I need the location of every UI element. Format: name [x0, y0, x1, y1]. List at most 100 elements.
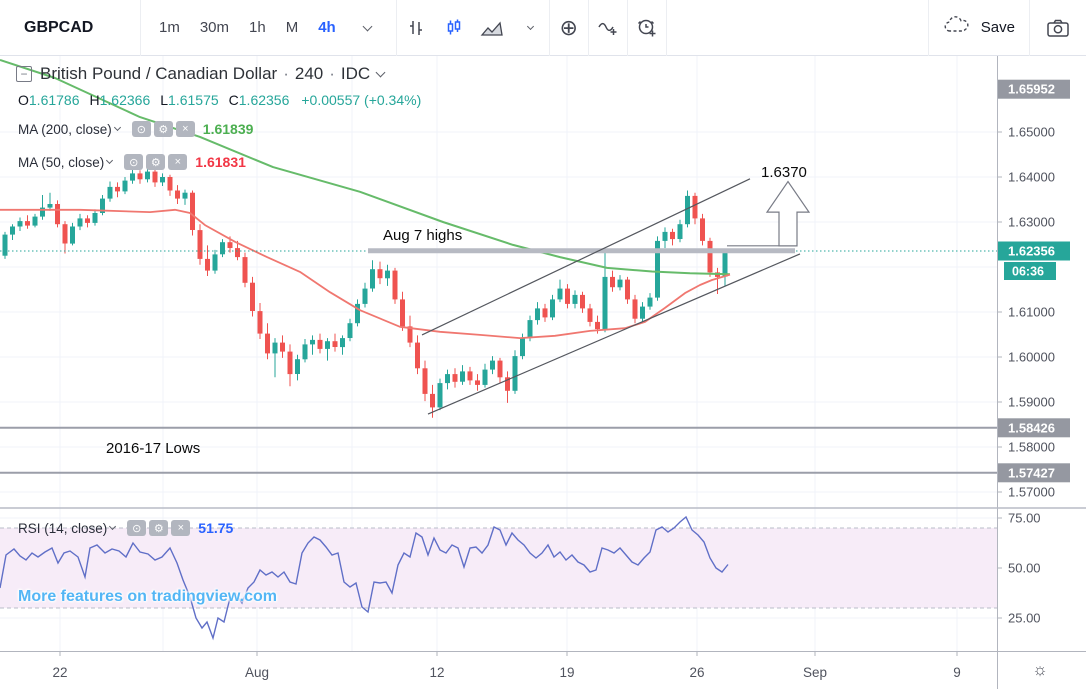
price-badge: [998, 79, 1070, 99]
toolbar-separator: [140, 0, 141, 56]
compare-add-symbol-icon[interactable]: ⊕: [559, 14, 578, 40]
rsi-chevron-icon[interactable]: [109, 522, 117, 531]
price-badge: [998, 241, 1070, 261]
symbol-name[interactable]: GBPCAD: [24, 18, 94, 36]
ma50-label[interactable]: MA (50, close): [18, 154, 105, 170]
alert-icon[interactable]: [628, 9, 666, 47]
symbol-exchange: IDC: [340, 64, 371, 83]
top-toolbar: GBPCAD 1m 30m 1h M 4h ⊕: [0, 0, 1086, 56]
tradingview-watermark-link[interactable]: More features on tradingview.com: [18, 588, 278, 605]
bar-chart-type-icon[interactable]: [397, 9, 435, 47]
chart-type-dropdown-chevron-icon[interactable]: [511, 9, 549, 47]
ma200-visibility-icon[interactable]: ⊙: [131, 121, 151, 137]
ma200-chevron-icon[interactable]: [113, 123, 121, 132]
rsi-pane: [0, 515, 997, 641]
timeframe-M[interactable]: M: [285, 19, 299, 36]
ma200-settings-icon[interactable]: ⚙: [153, 121, 173, 137]
rsi-settings-icon[interactable]: ⚙: [149, 520, 169, 536]
symbol-title[interactable]: British Pound / Canadian Dollar: [40, 64, 278, 83]
chart-legend-title-row: − British Pound / Canadian Dollar · 240 …: [16, 64, 390, 84]
ma200-value: 1.61839: [202, 121, 254, 137]
ma200-label[interactable]: MA (200, close): [18, 121, 112, 137]
trendline: [421, 178, 751, 336]
area-chart-type-icon[interactable]: [473, 9, 511, 47]
collapse-icon[interactable]: −: [16, 66, 32, 82]
sun-icon[interactable]: ☼: [1032, 660, 1048, 679]
timeframe-1m[interactable]: 1m: [159, 19, 180, 36]
timeframe-4h-active[interactable]: 4h: [318, 19, 336, 36]
svg-text:1.65000: 1.65000: [1008, 125, 1055, 140]
close-value: 1.62356: [238, 92, 290, 108]
price-axis[interactable]: 1.65000 1.64000 1.63000 1.61000 1.60000 1.590…: [997, 56, 1086, 689]
annotation-2016-17-lows[interactable]: 2016-17 Lows: [106, 440, 201, 457]
svg-text:75.00: 75.00: [1008, 511, 1041, 526]
rsi-label[interactable]: RSI (14, close): [18, 520, 108, 536]
svg-text:Aug: Aug: [245, 665, 269, 680]
rsi-visibility-icon[interactable]: ⊙: [127, 520, 147, 536]
toolbar-separator: [626, 0, 628, 56]
indicators-icon[interactable]: [589, 9, 627, 47]
ma200-legend-row: MA (200, close) ⊙ ⚙ × 1.61839: [18, 121, 253, 137]
svg-text:1.62356: 1.62356: [1008, 243, 1055, 258]
save-button[interactable]: Save: [929, 14, 1029, 41]
save-button-label: Save: [980, 19, 1015, 36]
change-value: +0.00557 (+0.34%): [301, 92, 422, 108]
annotation-target-price[interactable]: 1.6370: [761, 164, 807, 181]
ohlc-readout: O 1.61786 H 1.62366 L 1.61575 C 1.62356 +0.0…: [18, 92, 422, 108]
rsi-legend-row: RSI (14, close) ⊙ ⚙ × 51.75: [18, 520, 233, 536]
price-badge: [998, 418, 1070, 438]
candles-layer: [2, 168, 728, 418]
svg-text:1.57000: 1.57000: [1008, 485, 1055, 500]
toolbar-separator: [1029, 0, 1030, 56]
timeframe-30m[interactable]: 30m: [199, 19, 230, 36]
svg-text:1.57427: 1.57427: [1008, 465, 1055, 480]
cloud-icon: [943, 14, 973, 41]
rsi-line: [0, 515, 729, 641]
ma50-remove-icon[interactable]: ×: [168, 154, 188, 170]
svg-text:1.58426: 1.58426: [1008, 420, 1055, 435]
svg-text:12: 12: [429, 665, 444, 680]
trendline: [427, 253, 801, 415]
ma50-chevron-icon[interactable]: [106, 156, 114, 165]
timeframe-group: 1m 30m 1h M 4h: [141, 9, 396, 47]
title-dropdown-chevron-icon[interactable]: [370, 64, 390, 84]
rsi-remove-icon[interactable]: ×: [171, 520, 191, 536]
snapshot-camera-icon[interactable]: [1030, 9, 1086, 47]
ma50-line: [0, 208, 731, 340]
up-arrow: [765, 180, 811, 247]
ma200-remove-icon[interactable]: ×: [175, 121, 195, 137]
svg-text:19: 19: [559, 665, 574, 680]
ma50-visibility-icon[interactable]: ⊙: [124, 154, 144, 170]
high-value: 1.62366: [99, 92, 151, 108]
svg-text:9: 9: [953, 665, 961, 680]
ma50-settings-icon[interactable]: ⚙: [146, 154, 166, 170]
toolbar-separator: [548, 0, 550, 56]
drawings-layer[interactable]: [0, 178, 997, 474]
svg-text:25.00: 25.00: [1008, 611, 1041, 626]
candles-chart-type-icon[interactable]: [435, 9, 473, 47]
svg-text:1.60000: 1.60000: [1008, 350, 1055, 365]
annotation-aug7-highs[interactable]: Aug 7 highs: [383, 227, 463, 244]
svg-text:1.63000: 1.63000: [1008, 215, 1055, 230]
svg-text:06:36: 06:36: [1012, 264, 1044, 278]
time-axis[interactable]: 22 Aug 12 19 26 Sep 9: [0, 651, 1086, 689]
low-value: 1.61575: [168, 92, 219, 108]
svg-text:1.61000: 1.61000: [1008, 305, 1055, 320]
ma200-line: [0, 59, 731, 276]
rsi-value: 51.75: [198, 520, 234, 536]
svg-text:Sep: Sep: [803, 665, 827, 680]
price-badge: [998, 463, 1070, 483]
svg-text:22: 22: [52, 665, 67, 680]
svg-text:1.59000: 1.59000: [1008, 395, 1055, 410]
open-value: 1.61786: [28, 92, 80, 108]
svg-text:50.00: 50.00: [1008, 561, 1041, 576]
symbol-resolution: 240: [294, 64, 324, 83]
timeframe-dropdown-chevron-icon[interactable]: [348, 9, 386, 47]
toolbar-separator: [927, 0, 929, 56]
toolbar-separator: [587, 0, 589, 56]
timeframe-1h[interactable]: 1h: [249, 19, 266, 36]
ma50-value: 1.61831: [195, 154, 246, 170]
toolbar-separator: [395, 0, 397, 56]
